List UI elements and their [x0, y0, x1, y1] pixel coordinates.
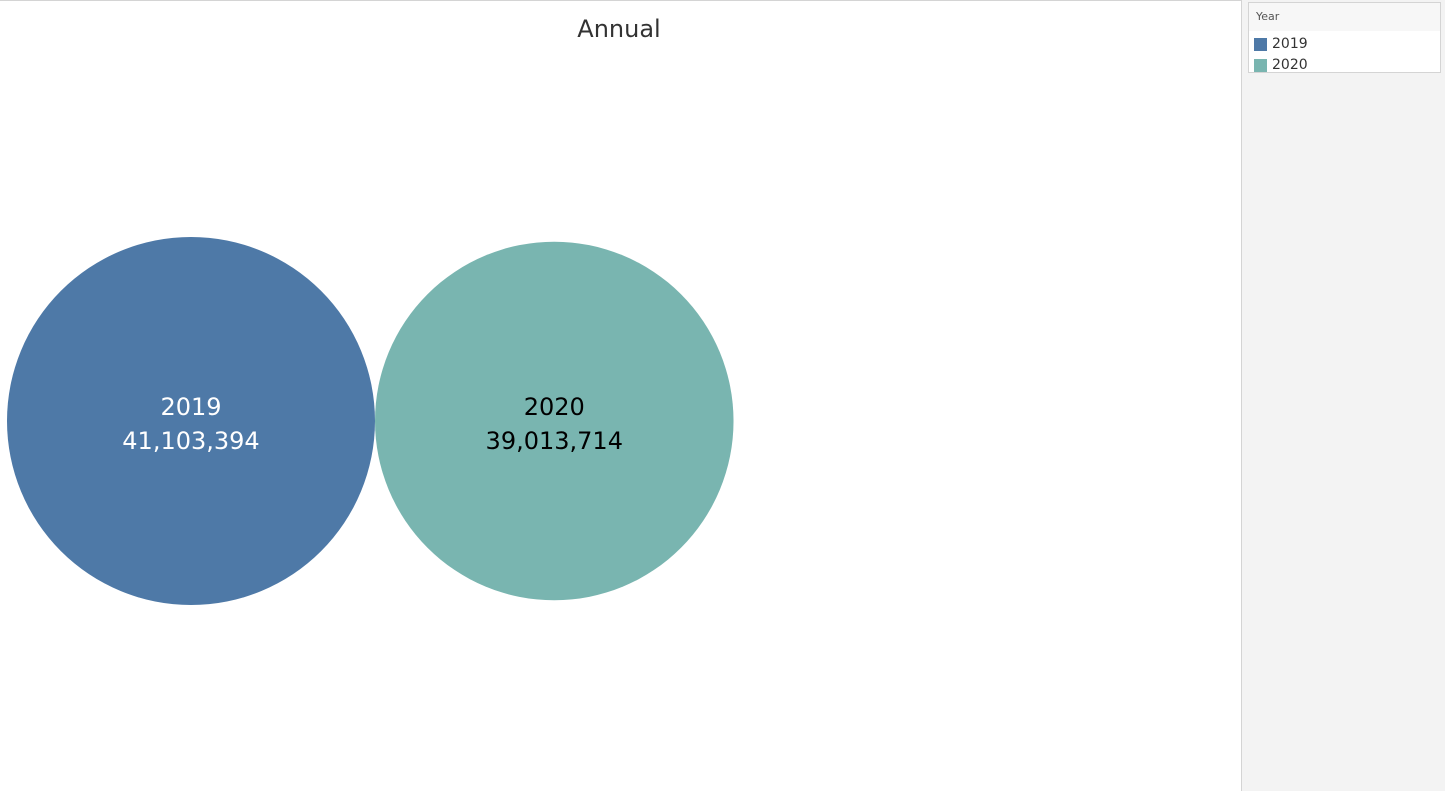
- bubble-2019[interactable]: 2019 41,103,394: [7, 237, 375, 605]
- bubble-circle-2020[interactable]: [374, 241, 734, 601]
- legend-label-2019: 2019: [1272, 36, 1308, 52]
- bubble-2020[interactable]: 2020 39,013,714: [374, 241, 734, 601]
- side-panel: Year 2019 2020: [1241, 0, 1445, 791]
- legend: Year 2019 2020: [1248, 2, 1441, 73]
- legend-title: Year: [1249, 3, 1440, 31]
- bubble-circle-2019[interactable]: [7, 237, 375, 605]
- bubble-value-label-2020: 39,013,714: [486, 427, 623, 455]
- legend-swatch-2020: [1254, 58, 1267, 72]
- bubble-chart: 2019 41,103,394 2020 39,013,714: [7, 237, 734, 605]
- chart-title: Annual: [577, 15, 661, 43]
- legend-swatch-2019: [1254, 37, 1267, 51]
- legend-item-2020[interactable]: 2020: [1254, 55, 1308, 75]
- chart-area: Annual 2019 41,103,394 2020 39,013,714: [0, 0, 1241, 605]
- bubble-value-label-2019: 41,103,394: [122, 427, 259, 455]
- bubble-year-label-2019: 2019: [160, 393, 221, 421]
- legend-label-2020: 2020: [1272, 57, 1308, 73]
- bubble-year-label-2020: 2020: [524, 393, 585, 421]
- legend-item-2019[interactable]: 2019: [1254, 34, 1308, 54]
